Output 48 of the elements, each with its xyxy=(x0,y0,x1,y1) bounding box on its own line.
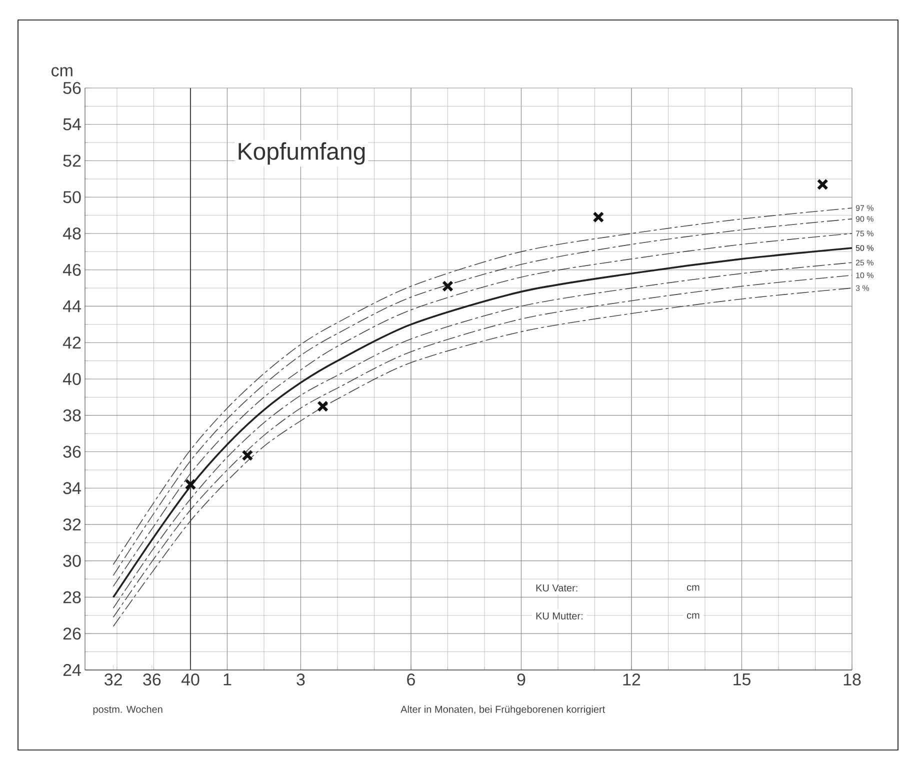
annotation: KU Vater: xyxy=(536,584,578,592)
y-tick-label: 24 xyxy=(63,664,81,676)
series-label: 25 % xyxy=(856,260,874,266)
point xyxy=(592,211,604,223)
annotation: cm xyxy=(686,613,700,619)
annotation: KU Mutter: xyxy=(536,612,582,620)
x2-tick-label: 36 xyxy=(143,674,161,686)
y-axis-title: cm xyxy=(52,67,72,76)
series-label: 10 % xyxy=(856,272,874,278)
y-tick-label: 48 xyxy=(62,227,81,240)
x-axis-title: Alter in Monaten, bei Frühgeborenen korrigiert xyxy=(400,706,606,715)
x-tick-label: 6 xyxy=(407,674,415,686)
y-tick-label: 40 xyxy=(62,372,81,386)
x-tick-label: 12 xyxy=(623,674,640,686)
series-label: 97 % xyxy=(856,205,874,211)
annotation: cm xyxy=(686,585,700,591)
x2-tick-label: 32 xyxy=(104,674,122,686)
series-label: 3 % xyxy=(856,285,870,291)
x2-axis-title: postm. Wochen xyxy=(93,706,162,715)
y-tick-label: 54 xyxy=(63,118,81,130)
y-tick-label: 36 xyxy=(63,446,81,458)
series-label: 75 % xyxy=(856,230,874,236)
y-tick-label: 46 xyxy=(62,264,81,276)
y-tick-label: 28 xyxy=(63,591,81,604)
x-tick-label: 18 xyxy=(844,674,861,686)
point xyxy=(184,478,196,490)
x-tick-label: 1 xyxy=(224,674,232,686)
y-tick-label: 42 xyxy=(62,336,81,349)
x2-tick-label: 40 xyxy=(181,674,200,686)
y-tick-label: 50 xyxy=(63,191,81,204)
y-tick-label: 56 xyxy=(63,82,81,94)
y-tick-label: 34 xyxy=(63,482,81,494)
series-label: 50 % xyxy=(856,245,874,251)
y-tick-label: 26 xyxy=(63,628,81,640)
series-label: 90 % xyxy=(856,216,874,222)
point xyxy=(816,178,828,190)
y-tick-label: 38 xyxy=(63,409,81,422)
x-tick-label: 15 xyxy=(734,674,750,686)
y-tick-label: 52 xyxy=(63,154,81,167)
x-tick-label: 3 xyxy=(296,674,305,686)
x-tick-label: 9 xyxy=(517,674,526,686)
y-tick-label: 30 xyxy=(63,554,81,567)
y-tick-label: 44 xyxy=(62,300,81,312)
point xyxy=(242,450,254,462)
y-tick-label: 32 xyxy=(63,518,81,531)
point xyxy=(442,280,454,292)
point xyxy=(317,400,329,412)
text: Kopfumfang xyxy=(238,142,365,165)
